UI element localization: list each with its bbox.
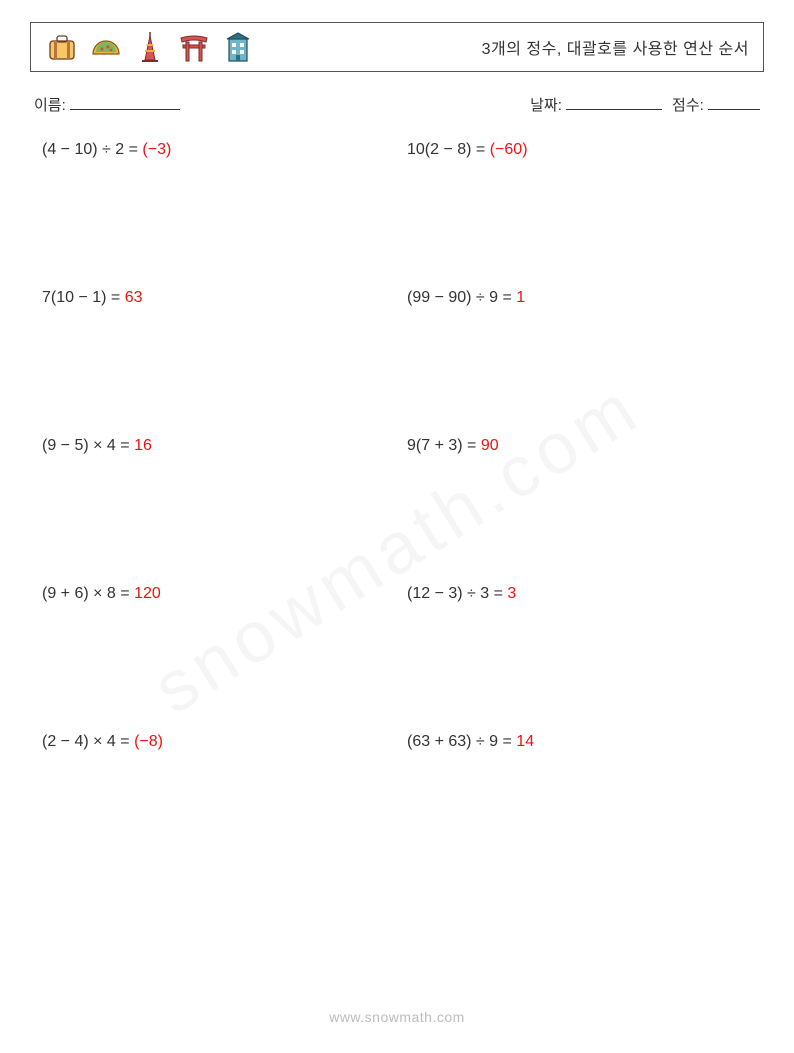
date-label: 날짜: xyxy=(530,97,562,114)
footer-url: www.snowmath.com xyxy=(0,1009,794,1025)
score-blank xyxy=(708,94,760,110)
worksheet-title: 3개의 정수, 대괄호를 사용한 연산 순서 xyxy=(482,35,749,59)
problem-answer: 120 xyxy=(134,585,161,602)
header-box: 3개의 정수, 대괄호를 사용한 연산 순서 xyxy=(30,22,764,72)
problem-item: (9 − 5) × 4 = 16 xyxy=(42,437,387,455)
torii-icon xyxy=(177,30,211,64)
header-icons xyxy=(45,30,255,64)
problem-item: (9 + 6) × 8 = 120 xyxy=(42,585,387,603)
date-field: 날짜: xyxy=(530,94,662,115)
name-label: 이름: xyxy=(34,94,66,115)
problem-answer: (−60) xyxy=(490,141,528,158)
problem-expression: (9 − 5) × 4 = xyxy=(42,437,134,454)
problem-item: (12 − 3) ÷ 3 = 3 xyxy=(407,585,752,603)
worksheet-page: snowmath.com xyxy=(0,0,794,1053)
problem-answer: 1 xyxy=(516,289,525,306)
score-label: 점수: xyxy=(672,97,704,114)
problem-answer: (−3) xyxy=(142,141,171,158)
name-field: 이름: xyxy=(34,94,180,115)
problem-expression: (4 − 10) ÷ 2 = xyxy=(42,141,142,158)
problem-expression: 7(10 − 1) = xyxy=(42,289,125,306)
score-field: 점수: xyxy=(672,94,760,115)
problem-expression: 9(7 + 3) = xyxy=(407,437,481,454)
problem-item: 7(10 − 1) = 63 xyxy=(42,289,387,307)
problem-answer: 14 xyxy=(516,733,534,750)
problem-item: (63 + 63) ÷ 9 = 14 xyxy=(407,733,752,751)
taco-icon xyxy=(89,30,123,64)
problem-expression: (9 + 6) × 8 = xyxy=(42,585,134,602)
name-blank xyxy=(70,94,180,110)
problem-answer: 3 xyxy=(507,585,516,602)
problem-item: (2 − 4) × 4 = (−8) xyxy=(42,733,387,751)
tower-icon xyxy=(133,30,167,64)
problem-item: 9(7 + 3) = 90 xyxy=(407,437,752,455)
problem-expression: (99 − 90) ÷ 9 = xyxy=(407,289,516,306)
problem-expression: (12 − 3) ÷ 3 = xyxy=(407,585,507,602)
problem-item: (4 − 10) ÷ 2 = (−3) xyxy=(42,141,387,159)
suitcase-icon xyxy=(45,30,79,64)
problem-answer: 90 xyxy=(481,437,499,454)
problem-expression: (63 + 63) ÷ 9 = xyxy=(407,733,516,750)
problem-expression: 10(2 − 8) = xyxy=(407,141,490,158)
problems-grid: (4 − 10) ÷ 2 = (−3) 10(2 − 8) = (−60) 7(10… xyxy=(30,141,764,751)
building-icon xyxy=(221,30,255,64)
date-blank xyxy=(566,94,662,110)
problem-item: (99 − 90) ÷ 9 = 1 xyxy=(407,289,752,307)
problem-answer: (−8) xyxy=(134,733,163,750)
info-row: 이름: 날짜: 점수: xyxy=(34,94,760,115)
problem-answer: 16 xyxy=(134,437,152,454)
problem-expression: (2 − 4) × 4 = xyxy=(42,733,134,750)
problem-answer: 63 xyxy=(125,289,143,306)
problem-item: 10(2 − 8) = (−60) xyxy=(407,141,752,159)
